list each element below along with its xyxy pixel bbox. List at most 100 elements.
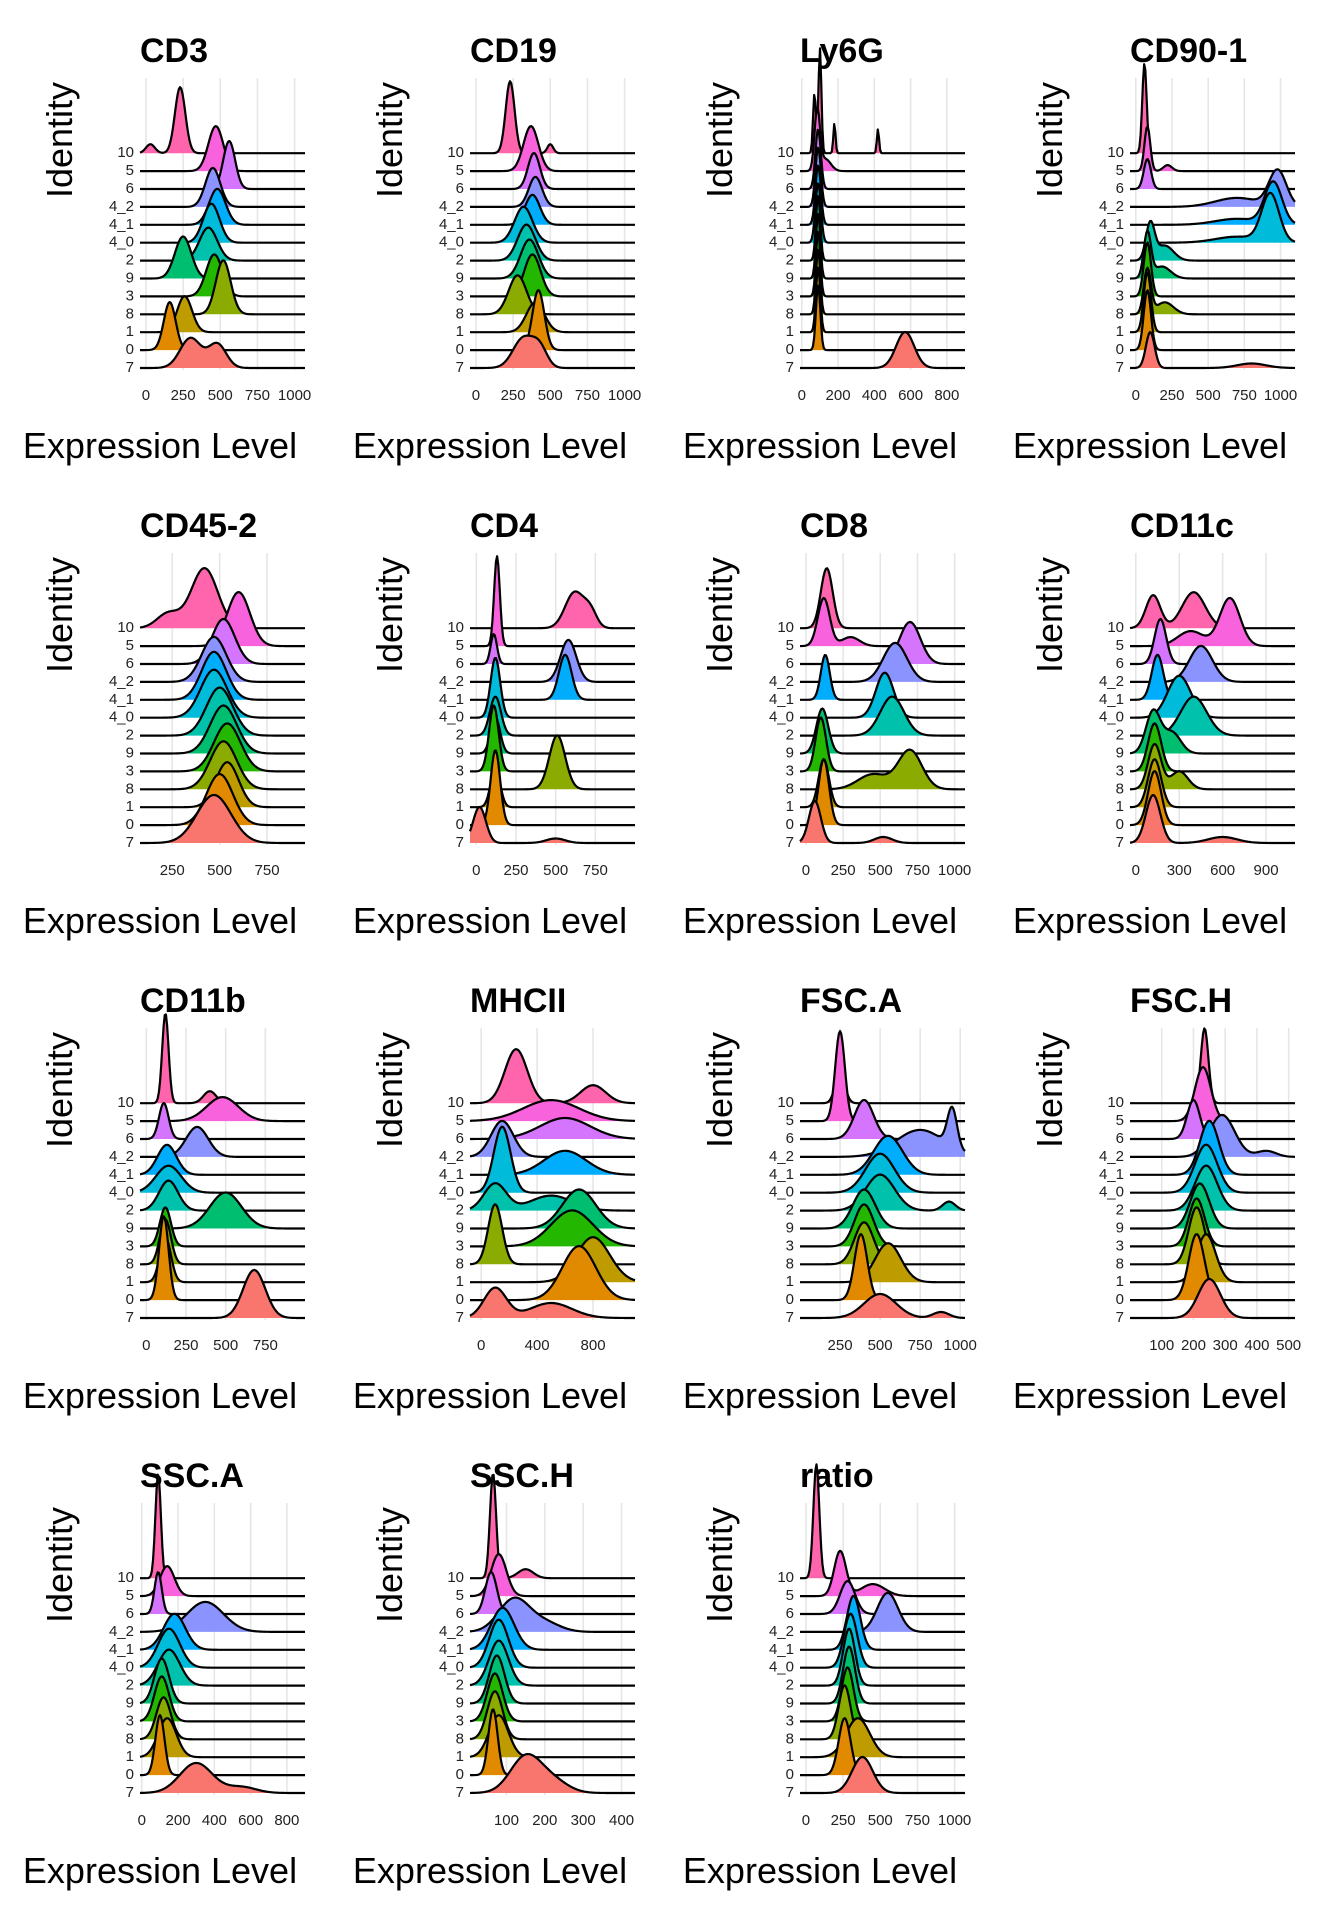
ridge-fill-10 bbox=[800, 1073, 965, 1104]
identity-tick-4-0: 4_0 bbox=[109, 234, 134, 251]
ridge-line-0 bbox=[799, 758, 965, 827]
ridge-fill-2 bbox=[470, 1640, 635, 1686]
ridge-fill-6 bbox=[470, 1118, 635, 1139]
ridge-fill-4-2 bbox=[140, 636, 305, 682]
identity-tick-7: 7 bbox=[786, 1309, 794, 1326]
identity-tick-4-1: 4_1 bbox=[439, 691, 464, 708]
ridge-fill-3 bbox=[800, 1667, 965, 1722]
ridge-fill-2 bbox=[800, 1174, 965, 1211]
ridge-line-4-0 bbox=[800, 1612, 965, 1669]
panel-title: CD11c bbox=[1130, 507, 1234, 545]
x-tick-label: 750 bbox=[255, 862, 280, 879]
identity-tick-10: 10 bbox=[447, 619, 464, 636]
identity-tick-5: 5 bbox=[456, 1112, 464, 1129]
ridge-line-5 bbox=[469, 1553, 635, 1598]
ridge-line-3 bbox=[469, 1672, 635, 1723]
identity-tick-8: 8 bbox=[126, 1730, 134, 1747]
x-axis-label: Expression Level bbox=[23, 1375, 297, 1416]
ridge-line-2 bbox=[800, 1173, 966, 1212]
identity-tick-7: 7 bbox=[1116, 834, 1124, 851]
identity-tick-6: 6 bbox=[1116, 1130, 1124, 1147]
identity-tick-3: 3 bbox=[1116, 1237, 1124, 1254]
y-axis-label: Identity bbox=[39, 557, 80, 673]
ridge-line-4-1 bbox=[800, 164, 965, 226]
ridge-line-10 bbox=[1129, 591, 1295, 630]
x-tick-label: 250 bbox=[1159, 387, 1184, 404]
ridge-fill-0 bbox=[140, 302, 305, 351]
identity-tick-4-1: 4_1 bbox=[769, 216, 794, 233]
ridge-line-10 bbox=[800, 1072, 965, 1105]
identity-tick-9: 9 bbox=[1116, 270, 1124, 287]
ridge-line-6 bbox=[140, 617, 305, 666]
identity-tick-1: 1 bbox=[456, 1273, 464, 1290]
identity-tick-2: 2 bbox=[786, 1677, 794, 1694]
identity-tick-4-0: 4_0 bbox=[769, 234, 794, 251]
identity-tick-9: 9 bbox=[456, 270, 464, 287]
x-tick-label: 300 bbox=[1213, 1337, 1238, 1354]
ridge-line-4-0 bbox=[140, 202, 305, 244]
ridge-line-2 bbox=[800, 1627, 965, 1687]
x-tick-label: 1000 bbox=[278, 387, 311, 404]
identity-tick-8: 8 bbox=[126, 780, 134, 797]
ridge-fill-3 bbox=[800, 717, 965, 772]
identity-tick-7: 7 bbox=[456, 359, 464, 376]
ridge-line-3 bbox=[140, 722, 305, 773]
ridge-fill-10 bbox=[1130, 64, 1295, 154]
identity-tick-0: 0 bbox=[786, 1766, 794, 1783]
ridge-line-7 bbox=[799, 800, 965, 845]
identity-tick-7: 7 bbox=[126, 1784, 134, 1801]
identity-tick-10: 10 bbox=[1107, 619, 1124, 636]
identity-tick-0: 0 bbox=[1116, 341, 1124, 358]
ridge-line-4-1 bbox=[139, 1143, 305, 1176]
identity-tick-8: 8 bbox=[456, 1255, 464, 1272]
ridge-line-5 bbox=[1130, 125, 1295, 173]
ridge-fill-4-0 bbox=[470, 1619, 635, 1668]
ridge-line-8 bbox=[140, 1218, 305, 1266]
identity-tick-2: 2 bbox=[456, 1677, 464, 1694]
ridge-line-4-2 bbox=[140, 166, 305, 208]
x-axis-label: Expression Level bbox=[683, 1850, 957, 1891]
panel-title: SSC.H bbox=[470, 1457, 574, 1495]
identity-tick-10: 10 bbox=[117, 144, 134, 161]
identity-tick-0: 0 bbox=[456, 341, 464, 358]
identity-tick-3: 3 bbox=[456, 762, 464, 779]
ridge-fill-4-1 bbox=[1130, 654, 1295, 700]
identity-tick-6: 6 bbox=[126, 1130, 134, 1147]
ridge-line-10 bbox=[470, 1473, 635, 1580]
ridge-fill-9 bbox=[470, 1189, 635, 1229]
ridge-line-10 bbox=[800, 47, 965, 155]
identity-tick-6: 6 bbox=[1116, 655, 1124, 672]
x-tick-label: 0 bbox=[142, 1337, 150, 1354]
identity-tick-5: 5 bbox=[456, 162, 464, 179]
ridge-line-5 bbox=[799, 596, 965, 648]
identity-tick-3: 3 bbox=[786, 287, 794, 304]
y-axis-label: Identity bbox=[1029, 1032, 1070, 1148]
ridge-line-0 bbox=[139, 1714, 305, 1777]
identity-tick-0: 0 bbox=[1116, 1291, 1124, 1308]
identity-tick-1: 1 bbox=[126, 323, 134, 340]
identity-tick-10: 10 bbox=[117, 1094, 134, 1111]
ridge-fill-4-1 bbox=[140, 188, 305, 225]
ridge-line-3 bbox=[470, 253, 635, 298]
x-axis-label: Expression Level bbox=[1013, 425, 1287, 466]
identity-tick-4-0: 4_0 bbox=[439, 234, 464, 251]
ridge-line-9 bbox=[1129, 708, 1295, 755]
ridge-line-5 bbox=[1130, 1066, 1295, 1123]
ridge-fill-4-1 bbox=[800, 165, 965, 225]
x-tick-label: 0 bbox=[472, 387, 480, 404]
ridge-line-4-0 bbox=[800, 1152, 965, 1194]
ridge-line-4-1 bbox=[800, 1594, 965, 1651]
ridge-fill-6 bbox=[140, 619, 305, 664]
x-axis-label: Expression Level bbox=[1013, 900, 1287, 941]
ridge-fill-5 bbox=[1130, 1067, 1295, 1122]
identity-tick-5: 5 bbox=[786, 1587, 794, 1604]
panel-title: CD8 bbox=[800, 507, 868, 545]
identity-tick-7: 7 bbox=[1116, 359, 1124, 376]
identity-tick-6: 6 bbox=[456, 180, 464, 197]
x-tick-label: 500 bbox=[543, 862, 568, 879]
